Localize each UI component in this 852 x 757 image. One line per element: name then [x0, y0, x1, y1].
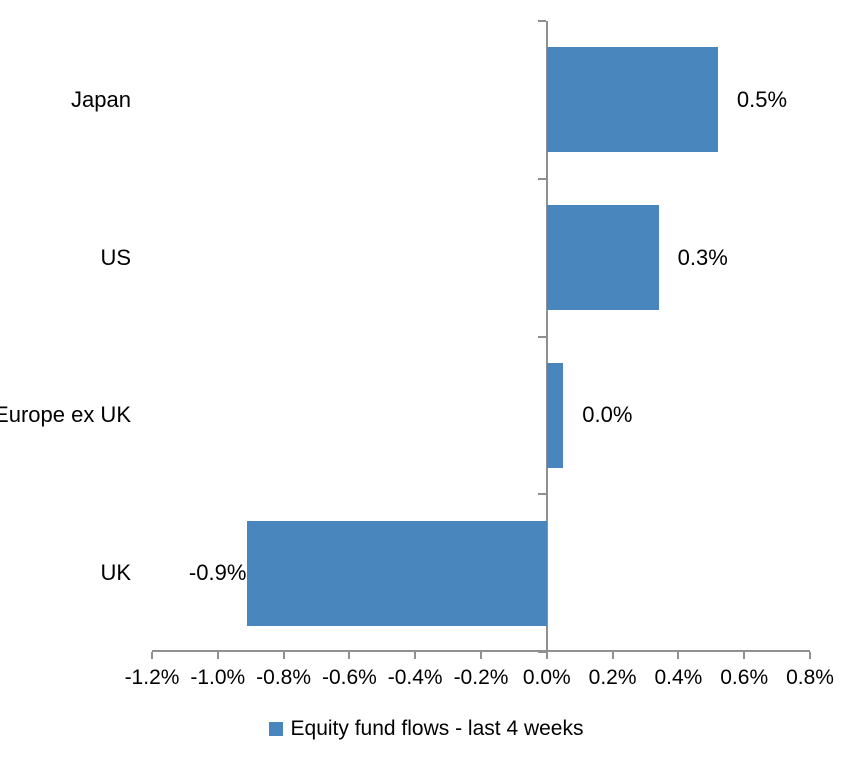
value-axis-tick-label: 0.8%	[786, 666, 834, 689]
value-axis-tick-label: 0.2%	[588, 666, 637, 689]
category-axis-line	[545, 21, 548, 652]
value-axis-tick	[480, 652, 482, 659]
category-label: Europe ex UK	[0, 402, 131, 428]
legend-swatch-icon	[268, 722, 283, 736]
value-axis-tick	[282, 652, 285, 659]
legend: Equity fund flows - last 4 weeks	[0, 714, 852, 744]
value-axis-tick	[743, 652, 746, 659]
value-axis-tick	[611, 652, 614, 659]
category-label: Japan	[71, 86, 131, 112]
category-axis-tick	[537, 335, 546, 338]
bar-us	[546, 205, 659, 311]
value-axis-tick-label: -0.2%	[453, 666, 509, 689]
value-label: 0.5%	[736, 86, 788, 112]
value-axis-tick-label: -0.6%	[321, 666, 377, 689]
value-axis-tick-label: -0.4%	[387, 666, 443, 689]
bar-japan	[546, 47, 718, 153]
value-axis-tick-label: 0.0%	[522, 666, 571, 689]
legend-label: Equity fund flows - last 4 weeks	[290, 717, 584, 740]
category-label: US	[100, 244, 131, 270]
category-label: UK	[100, 560, 131, 586]
value-label: 0.0%	[582, 402, 633, 428]
value-axis-tick-label: 0.4%	[654, 666, 703, 689]
value-axis-tick-label: -0.8%	[256, 666, 312, 689]
value-axis-tick	[216, 652, 219, 659]
category-axis-tick	[537, 177, 546, 180]
value-axis-tick-label: -1.0%	[190, 666, 246, 689]
category-axis-tick	[537, 493, 546, 496]
bar-europe-ex-uk	[546, 362, 564, 468]
value-axis-tick	[809, 652, 811, 659]
value-axis-tick	[414, 652, 417, 659]
value-axis-tick	[545, 652, 548, 659]
value-label: 0.3%	[677, 244, 728, 270]
value-axis-tick	[348, 652, 351, 659]
category-axis-tick	[537, 20, 546, 22]
bar-uk	[247, 520, 547, 626]
value-axis-tick-label: 0.6%	[720, 666, 769, 689]
value-axis-tick	[677, 652, 680, 659]
category-axis-tick	[537, 651, 546, 653]
value-axis-tick	[151, 652, 153, 659]
value-label: -0.9%	[188, 560, 247, 586]
value-axis-tick-label: -1.2%	[124, 666, 180, 689]
value-axis-line	[152, 650, 810, 652]
